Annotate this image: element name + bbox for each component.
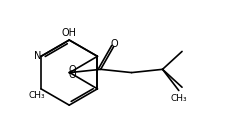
Text: OH: OH: [61, 28, 76, 38]
Text: O: O: [68, 65, 76, 75]
Text: O: O: [110, 39, 118, 49]
Text: N: N: [34, 51, 41, 61]
Text: CH₃: CH₃: [29, 92, 45, 100]
Text: CH₃: CH₃: [170, 94, 186, 103]
Text: O: O: [68, 70, 76, 80]
